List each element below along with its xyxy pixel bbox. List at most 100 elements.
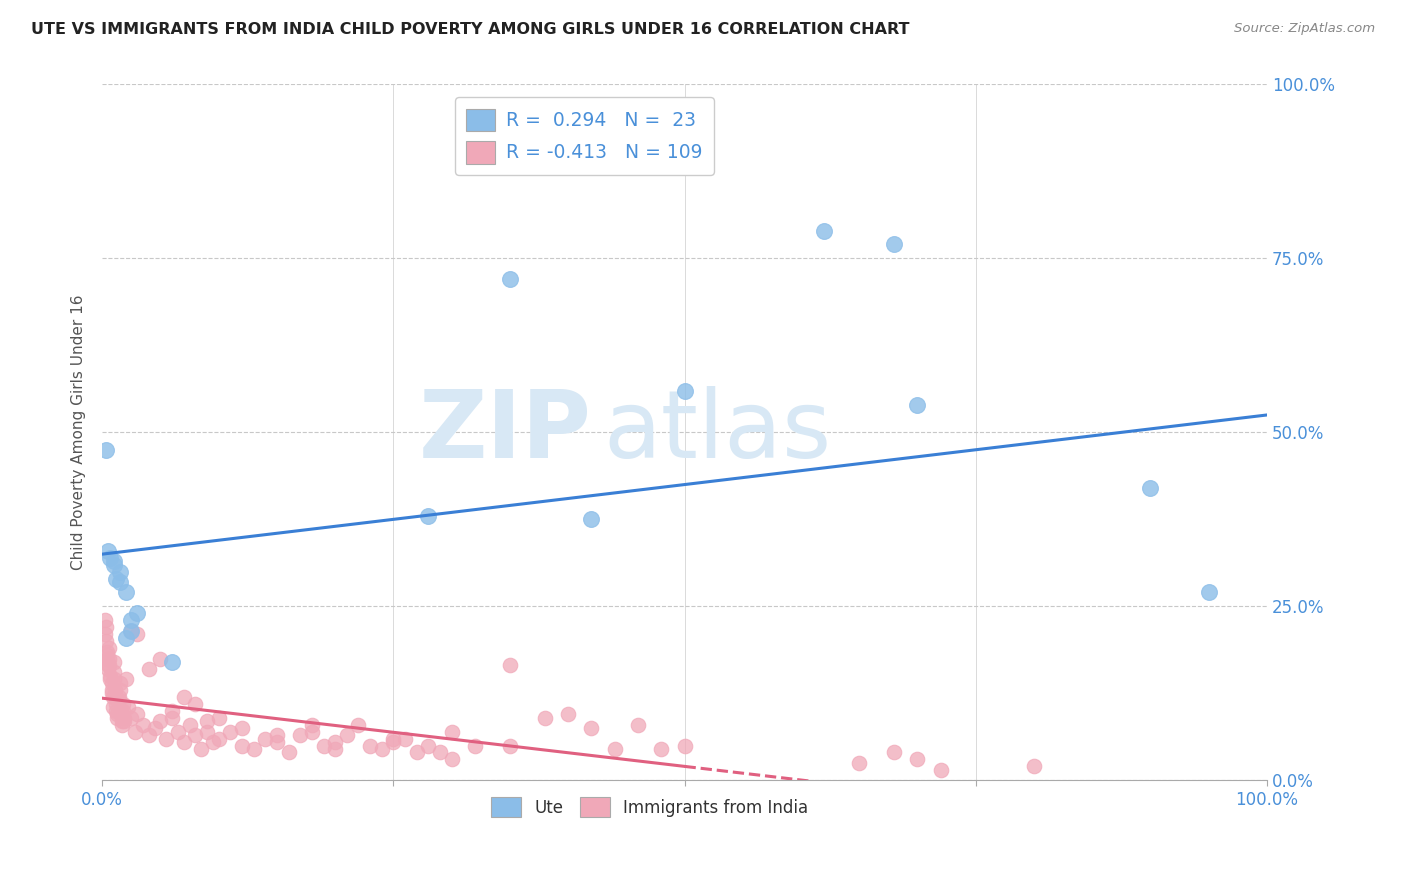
Point bbox=[160, 655, 183, 669]
Point bbox=[464, 739, 486, 753]
Point bbox=[127, 707, 149, 722]
Text: ZIP: ZIP bbox=[419, 386, 592, 478]
Point bbox=[98, 641, 121, 656]
Point bbox=[120, 624, 142, 638]
Point bbox=[627, 717, 650, 731]
Point bbox=[440, 724, 463, 739]
Point bbox=[813, 223, 835, 237]
Point bbox=[138, 662, 160, 676]
Point bbox=[173, 735, 195, 749]
Point bbox=[499, 272, 522, 286]
Point bbox=[127, 607, 149, 621]
Point bbox=[208, 731, 231, 746]
Point bbox=[112, 714, 135, 728]
Point bbox=[98, 651, 121, 665]
Point bbox=[97, 543, 120, 558]
Point bbox=[101, 700, 124, 714]
Point bbox=[1139, 481, 1161, 495]
Point bbox=[883, 237, 905, 252]
Point bbox=[312, 739, 335, 753]
Point bbox=[104, 690, 127, 704]
Point bbox=[97, 658, 120, 673]
Point bbox=[405, 746, 427, 760]
Point bbox=[105, 572, 128, 586]
Point bbox=[98, 669, 121, 683]
Point bbox=[382, 731, 405, 746]
Point bbox=[112, 697, 135, 711]
Point bbox=[929, 763, 952, 777]
Point bbox=[160, 711, 183, 725]
Point bbox=[127, 627, 149, 641]
Text: UTE VS IMMIGRANTS FROM INDIA CHILD POVERTY AMONG GIRLS UNDER 16 CORRELATION CHAR: UTE VS IMMIGRANTS FROM INDIA CHILD POVER… bbox=[31, 22, 910, 37]
Point bbox=[581, 721, 603, 735]
Point bbox=[101, 690, 124, 704]
Point bbox=[290, 728, 312, 742]
Point bbox=[673, 384, 696, 398]
Point bbox=[104, 682, 127, 697]
Point bbox=[114, 673, 136, 687]
Point bbox=[97, 662, 120, 676]
Point bbox=[111, 717, 134, 731]
Point bbox=[105, 697, 128, 711]
Point bbox=[301, 717, 323, 731]
Point bbox=[120, 613, 142, 627]
Point bbox=[96, 644, 118, 658]
Point bbox=[96, 648, 118, 662]
Point bbox=[100, 686, 122, 700]
Point bbox=[201, 735, 224, 749]
Point bbox=[132, 717, 155, 731]
Point bbox=[114, 631, 136, 645]
Point bbox=[907, 398, 929, 412]
Point bbox=[394, 731, 416, 746]
Point bbox=[499, 658, 522, 673]
Point bbox=[108, 574, 131, 589]
Point bbox=[533, 711, 555, 725]
Point bbox=[120, 711, 142, 725]
Point bbox=[111, 714, 134, 728]
Point bbox=[848, 756, 870, 770]
Point bbox=[149, 651, 172, 665]
Point bbox=[98, 550, 121, 565]
Point bbox=[184, 728, 207, 742]
Point bbox=[195, 724, 218, 739]
Point bbox=[231, 739, 253, 753]
Point bbox=[117, 700, 139, 714]
Point bbox=[499, 739, 522, 753]
Point bbox=[418, 739, 440, 753]
Point bbox=[883, 746, 905, 760]
Point bbox=[907, 752, 929, 766]
Point bbox=[195, 714, 218, 728]
Point bbox=[382, 735, 405, 749]
Point bbox=[114, 585, 136, 599]
Point bbox=[301, 724, 323, 739]
Point bbox=[160, 704, 183, 718]
Point bbox=[440, 752, 463, 766]
Point bbox=[103, 558, 125, 572]
Point bbox=[93, 627, 115, 641]
Point bbox=[429, 746, 451, 760]
Text: Source: ZipAtlas.com: Source: ZipAtlas.com bbox=[1234, 22, 1375, 36]
Point bbox=[277, 746, 299, 760]
Point bbox=[105, 711, 128, 725]
Point bbox=[94, 620, 117, 634]
Point bbox=[120, 624, 142, 638]
Text: atlas: atlas bbox=[603, 386, 831, 478]
Point bbox=[108, 565, 131, 579]
Point bbox=[650, 742, 672, 756]
Point bbox=[336, 728, 359, 742]
Point bbox=[323, 735, 346, 749]
Point bbox=[105, 707, 128, 722]
Point bbox=[138, 728, 160, 742]
Point bbox=[673, 739, 696, 753]
Point bbox=[103, 554, 125, 568]
Point bbox=[266, 735, 288, 749]
Point bbox=[184, 697, 207, 711]
Point bbox=[108, 682, 131, 697]
Point bbox=[557, 707, 579, 722]
Point bbox=[112, 711, 135, 725]
Point bbox=[93, 613, 115, 627]
Point bbox=[100, 682, 122, 697]
Point bbox=[254, 731, 277, 746]
Point bbox=[1022, 759, 1045, 773]
Point bbox=[107, 693, 129, 707]
